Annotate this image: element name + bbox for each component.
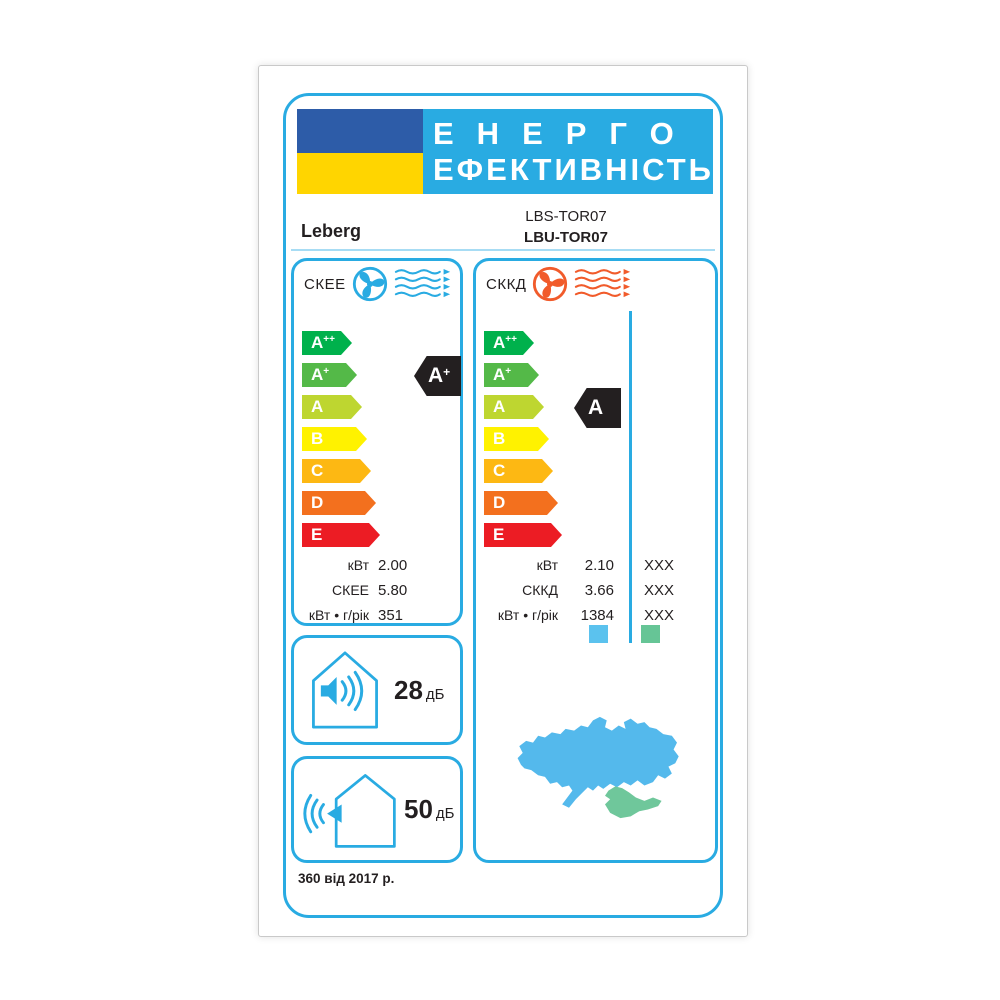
cooling-values: кВт 2.00 СКЕЕ 5.80 кВт • г/рік 351 [294, 553, 458, 628]
label-card: ЕНЕРГО ЕФЕКТИВНІСТЬ Leberg LBS-TOR07 LBU… [258, 65, 748, 937]
ukraine-mainland [517, 716, 679, 808]
title-line1: ЕНЕРГО [433, 116, 697, 151]
heating-title: СККД [486, 275, 527, 293]
indoor-noise-value: 28 дБ [394, 674, 445, 705]
heating-power-label: кВт [536, 557, 558, 573]
cooling-annual-value: 351 [378, 607, 404, 624]
outdoor-noise-icon [303, 773, 396, 848]
cooling-power-value: 2.00 [378, 557, 408, 574]
model-indoor: LBS-TOR07 [525, 208, 607, 225]
cooling-annual-row: кВт • г/рік 351 [294, 603, 458, 628]
cooling-seer-label: СКЕЕ [332, 582, 369, 598]
cooling-seer-row: СКЕЕ 5.80 [294, 578, 458, 603]
heating-values: кВт 2.10 XXX СККД 3.66 XXX кВт • г/рік 1… [476, 553, 682, 628]
warm-airflow-icon [575, 269, 631, 298]
title-line2: ЕФЕКТИВНІСТЬ [433, 152, 713, 187]
heating-fan-icon [533, 266, 568, 302]
grade-arrow-a: A [484, 395, 544, 419]
indoor-noise-box: 28 дБ [291, 635, 463, 745]
flag-yellow-stripe [297, 153, 423, 194]
crimea-region [605, 786, 662, 819]
heating-annual-alt-value: XXX [643, 607, 674, 624]
model-numbers: LBS-TOR07 LBU-TOR07 [436, 206, 696, 248]
grade-arrow-c: C [484, 459, 553, 483]
grade-arrow-a: A [302, 395, 362, 419]
grade-arrow-a-plus: A + [302, 363, 357, 387]
heating-rating-scale: A ++ A + A B C D E [484, 331, 562, 555]
cooling-fan-icon [352, 266, 387, 302]
cooling-rating-indicator: A + [414, 356, 461, 396]
regulation-reference: 360 від 2017 р. [298, 871, 395, 886]
outdoor-noise-box: 50 дБ [291, 756, 463, 863]
heating-panel: СККД [473, 258, 718, 863]
grade-arrow-e: E [302, 523, 380, 547]
label-border: ЕНЕРГО ЕФЕКТИВНІСТЬ Leberg LBS-TOR07 LBU… [283, 93, 723, 918]
brand-name: Leberg [301, 221, 362, 241]
header-divider [291, 249, 715, 251]
cooling-panel: СКЕЕ [291, 258, 463, 626]
grade-arrow-e: E [484, 523, 562, 547]
heating-power-value: 2.10 [584, 557, 614, 574]
heating-rating-indicator: A [574, 388, 621, 428]
heating-scop-value: 3.66 [584, 582, 614, 599]
cooling-title: СКЕЕ [304, 275, 346, 293]
warm-climate-swatch [641, 625, 660, 643]
heating-annual-row: кВт • г/рік 1384 XXX [476, 603, 682, 628]
cooling-annual-label: кВт • г/рік [308, 607, 369, 623]
indoor-noise-icon [312, 651, 378, 729]
heating-power-row: кВт 2.10 XXX [476, 553, 682, 578]
ukraine-map [517, 716, 679, 819]
grade-arrow-d: D [302, 491, 376, 515]
grade-arrow-d: D [484, 491, 558, 515]
heating-scop-label: СККД [522, 582, 558, 598]
outdoor-noise-value: 50 дБ [404, 794, 455, 824]
heating-annual-value: 1384 [580, 607, 614, 624]
cool-airflow-icon [394, 269, 450, 298]
flag-blue-stripe [297, 109, 423, 153]
cooling-power-label: кВт [347, 557, 369, 573]
heating-annual-label: кВт • г/рік [497, 607, 558, 623]
heating-scop-row: СККД 3.66 XXX [476, 578, 682, 603]
heating-power-alt-value: XXX [643, 557, 674, 574]
average-climate-swatch [589, 625, 608, 643]
heating-panel-header: СККД [486, 265, 632, 303]
model-outdoor: LBU-TOR07 [524, 229, 608, 246]
title-banner: ЕНЕРГО ЕФЕКТИВНІСТЬ [423, 109, 713, 194]
grade-arrow-b: B [484, 427, 549, 451]
climate-column-divider [629, 311, 632, 643]
grade-arrow-a-plus-plus: A ++ [302, 331, 352, 355]
grade-arrow-a-plus-plus: A ++ [484, 331, 534, 355]
cooling-rating-scale: A ++ A + A B C D E [302, 331, 380, 555]
cooling-power-row: кВт 2.00 [294, 553, 458, 578]
grade-arrow-a-plus: A + [484, 363, 539, 387]
cooling-seer-value: 5.80 [378, 582, 408, 599]
grade-arrow-c: C [302, 459, 371, 483]
cooling-panel-header: СКЕЕ [304, 265, 452, 303]
heating-scop-alt-value: XXX [643, 582, 674, 599]
ukraine-flag [297, 109, 423, 194]
grade-arrow-b: B [302, 427, 367, 451]
